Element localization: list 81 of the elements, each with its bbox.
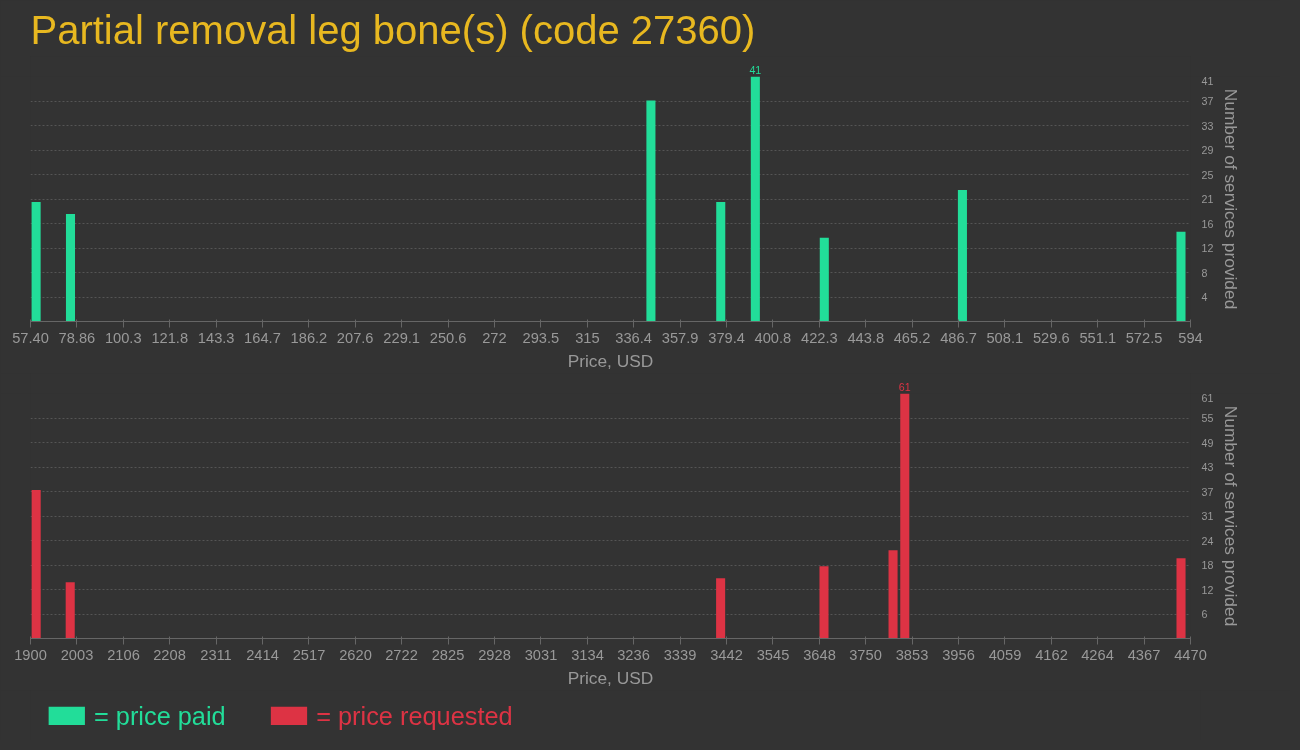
x-tick-label: 4059 <box>988 646 1022 663</box>
x-tick-label: 1900 <box>14 646 47 663</box>
y-tick-label: 41 <box>1201 74 1214 87</box>
y-tick-label: 37 <box>1201 485 1214 498</box>
y-tick-label: 25 <box>1201 168 1214 181</box>
x-tick-label: 594 <box>1178 329 1203 346</box>
x-tick-label: 4162 <box>1035 646 1068 663</box>
y-tick-label: 12 <box>1201 242 1214 254</box>
x-tick-label: 315 <box>575 329 600 346</box>
chart-title: Partial removal leg bone(s) (code 27360) <box>30 7 756 52</box>
x-tick-label: 3339 <box>663 646 697 663</box>
x-tick-label: 2208 <box>153 646 186 663</box>
x-tick-label: 207.6 <box>336 329 374 346</box>
x-tick-label: 551.1 <box>1079 329 1117 346</box>
x-tick-label: 572.5 <box>1125 329 1163 346</box>
x-tick-label: 486.7 <box>940 329 977 346</box>
data-label: 41 <box>749 63 762 76</box>
x-tick-label: 2722 <box>385 646 418 663</box>
y-tick-label: 61 <box>1201 391 1214 404</box>
legend-label: = price paid <box>93 701 226 730</box>
x-axis-title: Price, USD <box>567 667 654 688</box>
x-tick-label: 2825 <box>431 646 465 663</box>
x-tick-label: 3031 <box>524 646 558 663</box>
x-tick-label: 400.8 <box>754 329 792 346</box>
x-tick-label: 422.3 <box>800 329 838 346</box>
data-label: 61 <box>898 380 911 393</box>
x-tick-label: 164.7 <box>244 329 281 346</box>
x-tick-label: 3853 <box>895 646 929 663</box>
y-tick-label: 29 <box>1201 144 1214 156</box>
y-tick-label: 33 <box>1201 119 1214 132</box>
x-tick-label: 3545 <box>756 646 790 663</box>
x-tick-label: 121.8 <box>151 329 189 346</box>
x-tick-label: 379.4 <box>708 329 745 346</box>
x-tick-label: 3956 <box>942 646 975 663</box>
x-tick-label: 2928 <box>478 646 511 663</box>
x-tick-label: 229.1 <box>383 329 421 346</box>
y-tick-label: 37 <box>1201 95 1214 107</box>
x-tick-label: 3648 <box>803 646 836 663</box>
y-axis-title: Number of services provided <box>1221 88 1242 310</box>
x-tick-label: 3134 <box>571 646 604 663</box>
x-tick-label: 272 <box>482 329 507 346</box>
x-tick-label: 4264 <box>1081 646 1114 663</box>
x-tick-label: 293.5 <box>522 329 560 346</box>
y-tick-label: 21 <box>1201 193 1214 205</box>
x-axis-title: Price, USD <box>567 350 654 371</box>
x-tick-label: 4367 <box>1127 646 1161 663</box>
y-tick-label: 24 <box>1201 534 1214 547</box>
y-tick-label: 6 <box>1201 608 1208 620</box>
x-tick-label: 4470 <box>1174 646 1207 663</box>
x-tick-label: 250.6 <box>429 329 467 346</box>
x-tick-label: 78.86 <box>58 329 96 346</box>
x-tick-label: 57.40 <box>12 329 49 346</box>
x-tick-label: 2311 <box>200 646 232 663</box>
y-tick-label: 49 <box>1201 436 1214 449</box>
x-tick-label: 100.3 <box>104 329 142 346</box>
y-tick-label: 4 <box>1201 291 1208 303</box>
x-tick-label: 2003 <box>60 646 94 663</box>
x-tick-label: 2414 <box>246 646 279 663</box>
x-tick-label: 465.2 <box>893 329 931 346</box>
y-tick-label: 18 <box>1201 559 1214 571</box>
legend-label: = price requested <box>316 701 513 730</box>
y-tick-label: 8 <box>1201 266 1208 279</box>
y-tick-label: 55 <box>1201 412 1214 424</box>
x-tick-label: 2620 <box>339 646 372 663</box>
y-tick-label: 43 <box>1201 461 1214 473</box>
y-tick-label: 31 <box>1201 510 1214 522</box>
x-tick-label: 3236 <box>617 646 650 663</box>
x-tick-label: 143.3 <box>197 329 235 346</box>
y-axis-title: Number of services provided <box>1221 405 1242 627</box>
x-tick-label: 443.8 <box>847 329 885 346</box>
x-tick-label: 508.1 <box>986 329 1024 346</box>
y-tick-label: 12 <box>1201 583 1214 596</box>
x-tick-label: 3442 <box>710 646 743 663</box>
y-tick-label: 16 <box>1201 217 1214 230</box>
x-tick-label: 529.6 <box>1032 329 1070 346</box>
x-tick-label: 3750 <box>849 646 882 663</box>
x-tick-label: 186.2 <box>290 329 328 346</box>
x-tick-label: 2517 <box>292 646 326 663</box>
x-tick-label: 336.4 <box>615 329 652 346</box>
x-tick-label: 2106 <box>107 646 140 663</box>
x-tick-label: 357.9 <box>661 329 699 346</box>
